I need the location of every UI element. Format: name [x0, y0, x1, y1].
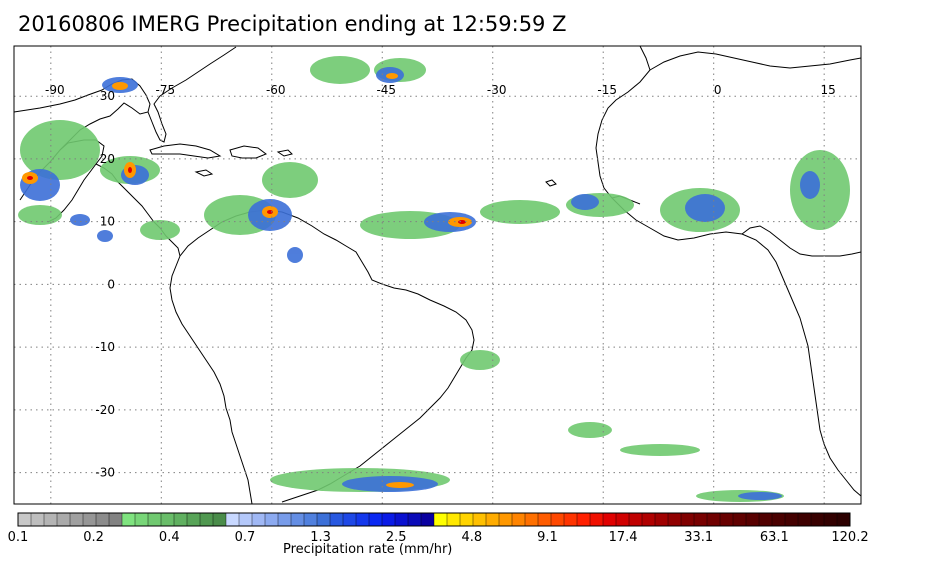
colorbar-tick-label: 1.3: [310, 530, 331, 545]
lon-tick-label: -15: [597, 83, 617, 97]
coastline-africa: [595, 46, 861, 497]
map-content: -90 -75 -60 -45 -30 -15 0 15 30 20 10 0 -10 -20 -30: [14, 46, 861, 504]
tick-labels: -90 -75 -60 -45 -30 -15 0 15 30 20 10 0 -10 -20 -30: [45, 83, 836, 480]
coastline-south-america: [169, 255, 253, 504]
coastline-florida: [147, 46, 237, 143]
colorbar-tick-label: 0.2: [83, 530, 104, 545]
coastline-north-africa: [649, 51, 861, 71]
coastline-bight: [741, 225, 861, 257]
colorbar-tick-label: 17.4: [608, 530, 638, 545]
colorbar-tick-label: 9.1: [537, 530, 558, 545]
colorbar-tick-label: 4.8: [461, 530, 483, 545]
map-background: [14, 46, 861, 504]
lat-tick-label: 0: [107, 277, 115, 291]
coastline-hispaniola: [229, 145, 268, 159]
map-frame: [13, 45, 862, 505]
colorbar-tick-label: 0.7: [234, 530, 256, 545]
coastline-jamaica: [194, 169, 214, 177]
lat-tick-label: -20: [95, 403, 115, 417]
coastline-cuba: [149, 143, 222, 159]
colorbar-tick-label: 0.4: [158, 530, 180, 545]
colorbar-tick-label: 0.1: [7, 530, 29, 545]
precipitation-cells: [18, 56, 850, 502]
colorbar-tick-label: 33.1: [684, 530, 714, 545]
heavy-rain: [22, 73, 472, 488]
lat-tick-label: 30: [100, 89, 115, 103]
lat-tick-label: 10: [100, 215, 115, 229]
lat-tick-label: -10: [95, 340, 115, 354]
lat-tick-label: -30: [95, 466, 115, 480]
colorbar-tick-label: 2.5: [385, 530, 407, 545]
coastline-cape-verde: [545, 179, 557, 187]
coastline-puerto-rico: [276, 149, 293, 157]
colorbar-tick-label: 63.1: [759, 530, 789, 545]
moderate-rain: [20, 67, 820, 500]
lon-tick-label: -30: [487, 83, 507, 97]
map-title: 20160806 IMERG Precipitation ending at 1…: [18, 12, 567, 36]
coastlines: [14, 46, 861, 504]
lon-tick-label: 15: [821, 83, 836, 97]
lon-tick-label: -90: [45, 83, 65, 97]
gridlines: [14, 46, 861, 504]
lon-tick-label: -75: [155, 83, 175, 97]
colorbar-tick-label: 120.2: [831, 530, 869, 545]
precipitation-map: -90 -75 -60 -45 -30 -15 0 15 30 20 10 0 -10 -20 -30: [13, 45, 862, 505]
lon-tick-label: -60: [266, 83, 286, 97]
lat-tick-label: 20: [100, 152, 115, 166]
colorbar-title: Precipitation rate (mm/hr): [283, 542, 453, 557]
lon-tick-label: 0: [714, 83, 722, 97]
lon-tick-label: -45: [376, 83, 396, 97]
